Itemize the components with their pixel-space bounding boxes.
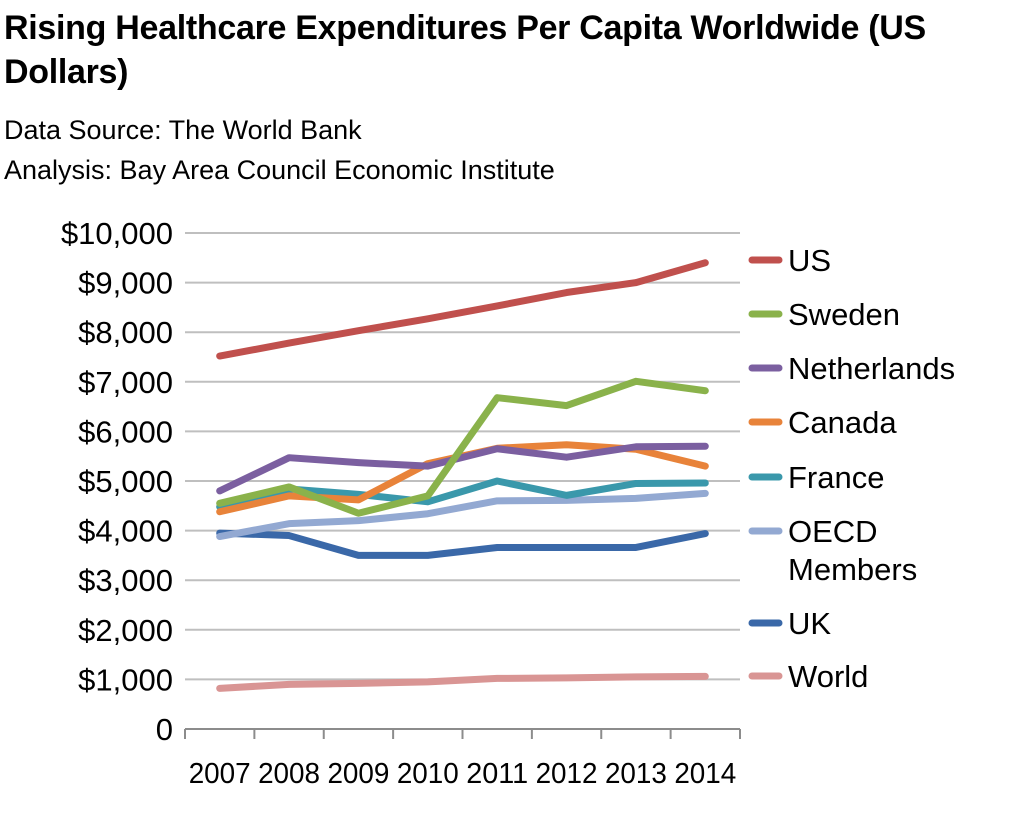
legend-label-netherlands: Netherlands	[788, 351, 955, 386]
x-tick-label: 2008	[258, 758, 320, 790]
y-tick-label: $2,000	[78, 613, 173, 648]
series-line-us	[216, 259, 709, 360]
series-lines	[216, 259, 709, 692]
y-tick-label: $7,000	[78, 365, 173, 400]
y-tick-label: $4,000	[78, 514, 173, 549]
y-tick-label: $1,000	[78, 662, 173, 697]
y-tick-label: $3,000	[78, 563, 173, 598]
x-tick-label: 2007	[189, 758, 251, 790]
data-source-note: Data Source: The World Bank	[4, 115, 362, 145]
chart-title: Rising Healthcare Expenditures Per Capit…	[4, 9, 926, 91]
axes: 0 $1,000 $2,000 $3,000 $4,000 $5,000 $6,000 $7,…	[61, 216, 741, 790]
y-tick-label: $9,000	[78, 266, 173, 301]
x-tick-label: 2014	[674, 758, 736, 790]
analysis-note: Analysis: Bay Area Council Economic Inst…	[4, 155, 555, 185]
legend-label-uk: UK	[788, 606, 831, 641]
legend-label-canada: Canada	[788, 405, 897, 440]
legend-label-france: France	[788, 460, 884, 495]
legend-label-oecd-members: OECD	[788, 514, 878, 549]
y-tick-label: $6,000	[78, 414, 173, 449]
y-tick-label: $8,000	[78, 315, 173, 350]
series-line-netherlands	[216, 442, 709, 495]
legend-label-oecd-members: Members	[788, 552, 917, 587]
x-tick-label: 2011	[466, 758, 528, 790]
legend-label-world: World	[788, 659, 868, 694]
x-tick-label: 2012	[536, 758, 598, 790]
y-tick-label: 0	[156, 712, 173, 747]
legend-label-us: US	[788, 243, 831, 278]
series-line-uk	[216, 529, 709, 559]
series-line-world	[216, 672, 709, 692]
series-line-oecd-members	[216, 489, 709, 541]
x-tick-label: 2013	[605, 758, 667, 790]
x-tick-label: 2010	[397, 758, 459, 790]
x-tick-label: 2009	[327, 758, 389, 790]
y-tick-label: $10,000	[61, 216, 173, 251]
series-line-sweden	[216, 377, 709, 517]
legend-label-sweden: Sweden	[788, 297, 900, 332]
y-tick-label: $5,000	[78, 464, 173, 499]
legend: US Sweden Netherlands Canada France OECDMembe…	[748, 243, 955, 694]
